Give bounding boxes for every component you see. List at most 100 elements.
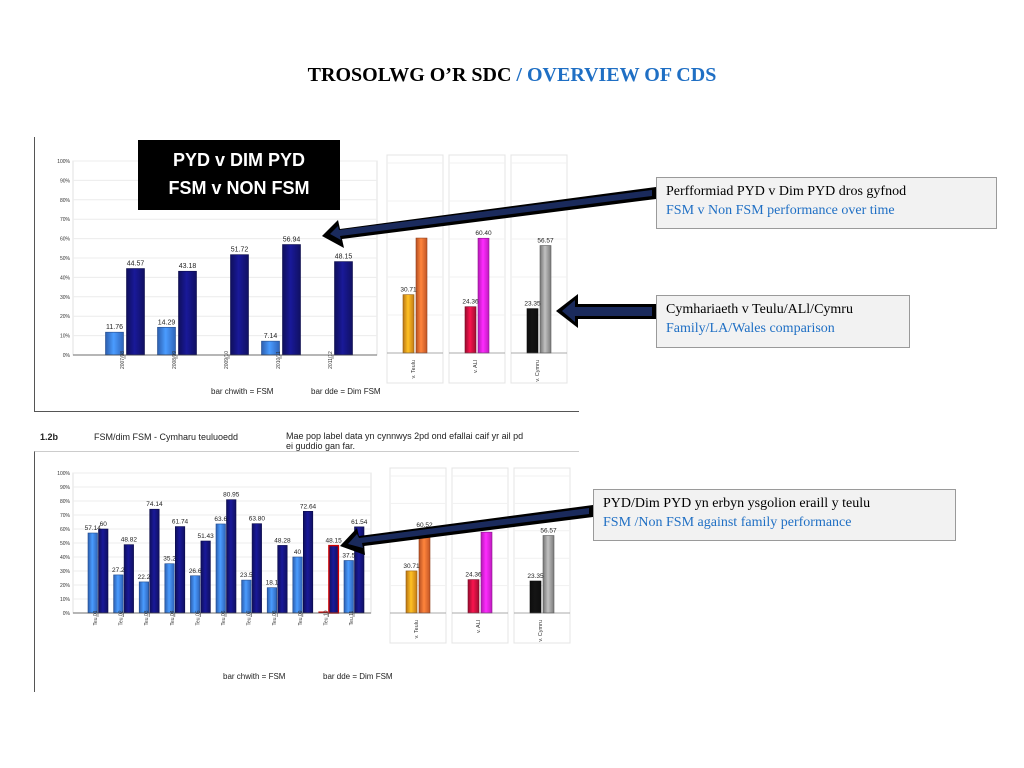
comparison-column xyxy=(448,154,506,384)
data-label-nonfsm: 63.80 xyxy=(249,516,266,523)
y-tick-label: 100% xyxy=(57,471,70,477)
x-tick-label: Teu.03 xyxy=(144,610,150,625)
y-tick-label: 50% xyxy=(60,541,71,547)
bar-nonfsm xyxy=(123,544,134,614)
bar-fsm xyxy=(343,560,354,614)
bar-nonfsm xyxy=(200,540,211,614)
data-label-fsm: 23.5 xyxy=(240,572,253,579)
bar-nonfsm xyxy=(126,268,145,356)
data-label-nonfsm: 44.57 xyxy=(127,261,145,268)
callout-family-english: FSM /Non FSM against family performance xyxy=(603,515,852,530)
data-label-nonfsm: 48.15 xyxy=(335,254,353,261)
y-tick-label: 60% xyxy=(60,527,71,533)
bar-fsm xyxy=(241,579,252,614)
callout-over-time-english: FSM v Non FSM performance over time xyxy=(666,203,895,218)
data-label-fsm: 37.5 xyxy=(342,553,355,560)
badge-line-1: PYD v DIM PYD xyxy=(172,150,306,170)
bar-nonfsm xyxy=(334,261,353,356)
bar-nonfsm-comparison xyxy=(480,531,493,614)
bar-nonfsm xyxy=(175,526,186,614)
comparison-label: v. Cymru xyxy=(538,620,544,642)
data-label-fsm: 57.14 xyxy=(85,525,102,532)
bar-fsm xyxy=(190,575,201,614)
bar-nonfsm xyxy=(226,499,237,614)
y-tick-label: 20% xyxy=(60,314,71,320)
y-tick-label: 80% xyxy=(60,198,71,204)
comparison-column xyxy=(513,467,571,644)
x-tick-label: Teu.11 xyxy=(349,610,355,625)
title-welsh: TROSOLWG O’R SDC xyxy=(307,64,512,86)
x-tick-label: 2011/12 xyxy=(328,351,334,369)
callout-comparison-welsh: Cymhariaeth v Teulu/ALl/Cymru xyxy=(666,302,853,317)
data-label-fsm: 18.1 xyxy=(266,580,279,587)
data-label-nonfsm: 61.54 xyxy=(351,519,368,526)
data-label-nonfsm: 60 xyxy=(100,521,108,528)
bar-nonfsm-comparison xyxy=(418,529,431,614)
data-label-nonfsm: 61.74 xyxy=(172,519,189,526)
fsm-family-chart: 0%10%20%30%40%50%60%70%80%90%100%57.1460… xyxy=(57,467,571,644)
y-tick-label: 40% xyxy=(60,555,71,561)
data-label-fsm: 30.71 xyxy=(400,287,417,294)
data-label-fsm: 11.76 xyxy=(106,324,123,331)
comparison-label: v. ALl xyxy=(473,360,479,373)
bar-nonfsm-comparison xyxy=(542,535,555,614)
bar-fsm xyxy=(266,587,277,614)
data-label-nonfsm: 48.15 xyxy=(326,538,343,545)
bar-fsm xyxy=(87,532,98,614)
legend-left-bar: bar chwith = FSM xyxy=(211,387,274,396)
x-tick-label: Teu.04 xyxy=(170,610,176,625)
x-tick-label: Teu.09 xyxy=(298,610,304,625)
data-label-nonfsm: 56.94 xyxy=(283,237,301,244)
x-tick-label: 2008/09 xyxy=(172,351,178,369)
bar-fsm xyxy=(318,611,328,613)
callout-comparison: Cymhariaeth v Teulu/ALl/Cymru Family/LA/… xyxy=(656,295,910,348)
legend-right-bar-2: bar dde = Dim FSM xyxy=(323,672,393,681)
comparison-label: v. ALl xyxy=(476,620,482,633)
bar-fsm-comparison xyxy=(526,308,539,354)
bar-fsm-comparison xyxy=(405,570,418,614)
x-tick-label: Teu.10 xyxy=(323,610,329,625)
y-tick-label: 30% xyxy=(60,569,71,575)
x-tick-label: Teu.01 xyxy=(93,610,99,625)
comparison-column xyxy=(510,154,568,384)
panel2-note-line-2: ei guddio gan far. xyxy=(286,441,356,451)
bar-nonfsm xyxy=(149,508,160,614)
data-label-fsm: 23.35 xyxy=(527,573,544,580)
title-separator: / xyxy=(511,64,527,86)
comparison-label: v. Teulu xyxy=(411,360,417,378)
data-label-nonfsm: 43.18 xyxy=(179,263,197,270)
data-label-fsm: 40 xyxy=(294,549,302,556)
bar-fsm-comparison xyxy=(467,579,480,614)
y-tick-label: 100% xyxy=(57,159,70,165)
y-tick-label: 50% xyxy=(60,256,71,262)
comparison-label: v. Teulu xyxy=(414,620,420,638)
x-tick-label: 2009/10 xyxy=(224,351,230,369)
y-tick-label: 90% xyxy=(60,485,71,491)
x-tick-label: Teu.07 xyxy=(247,610,253,625)
x-tick-label: 2010/11 xyxy=(276,351,282,369)
x-tick-label: 2007/08 xyxy=(120,351,126,369)
data-label-fsm: 30.71 xyxy=(403,563,420,570)
bar-nonfsm xyxy=(354,526,365,614)
comparison-column xyxy=(451,467,509,644)
y-tick-label: 90% xyxy=(60,178,71,184)
title-english: OVERVIEW OF CDS xyxy=(526,64,717,86)
data-label-fsm: 23.35 xyxy=(524,301,541,308)
bar-nonfsm xyxy=(302,511,314,614)
data-label-nonfsm: 56.57 xyxy=(540,527,557,534)
callout-over-time-welsh: Perfformiad PYD v Dim PYD dros gyfnod xyxy=(666,184,907,199)
data-label-fsm: 24.36 xyxy=(465,572,482,579)
panel2-note-line-1: Mae pop label data yn cynnwys 2pd ond ef… xyxy=(286,431,524,441)
fsm-badge: PYD v DIM PYD FSM v NON FSM xyxy=(138,140,340,210)
y-tick-label: 70% xyxy=(60,513,71,519)
x-tick-label: Teu.02 xyxy=(119,610,125,625)
data-label-fsm: 14.29 xyxy=(158,319,176,326)
bar-fsm xyxy=(164,563,175,614)
bar-fsm-comparison xyxy=(402,294,415,354)
data-label-fsm: 26.6 xyxy=(189,568,202,575)
data-label-nonfsm: 48.28 xyxy=(274,537,291,544)
x-tick-label: Teu.08 xyxy=(272,610,278,625)
panel2-title: FSM/dim FSM - Cymharu teuluoedd xyxy=(94,432,239,442)
bar-nonfsm xyxy=(282,244,301,356)
bar-nonfsm xyxy=(230,254,249,356)
